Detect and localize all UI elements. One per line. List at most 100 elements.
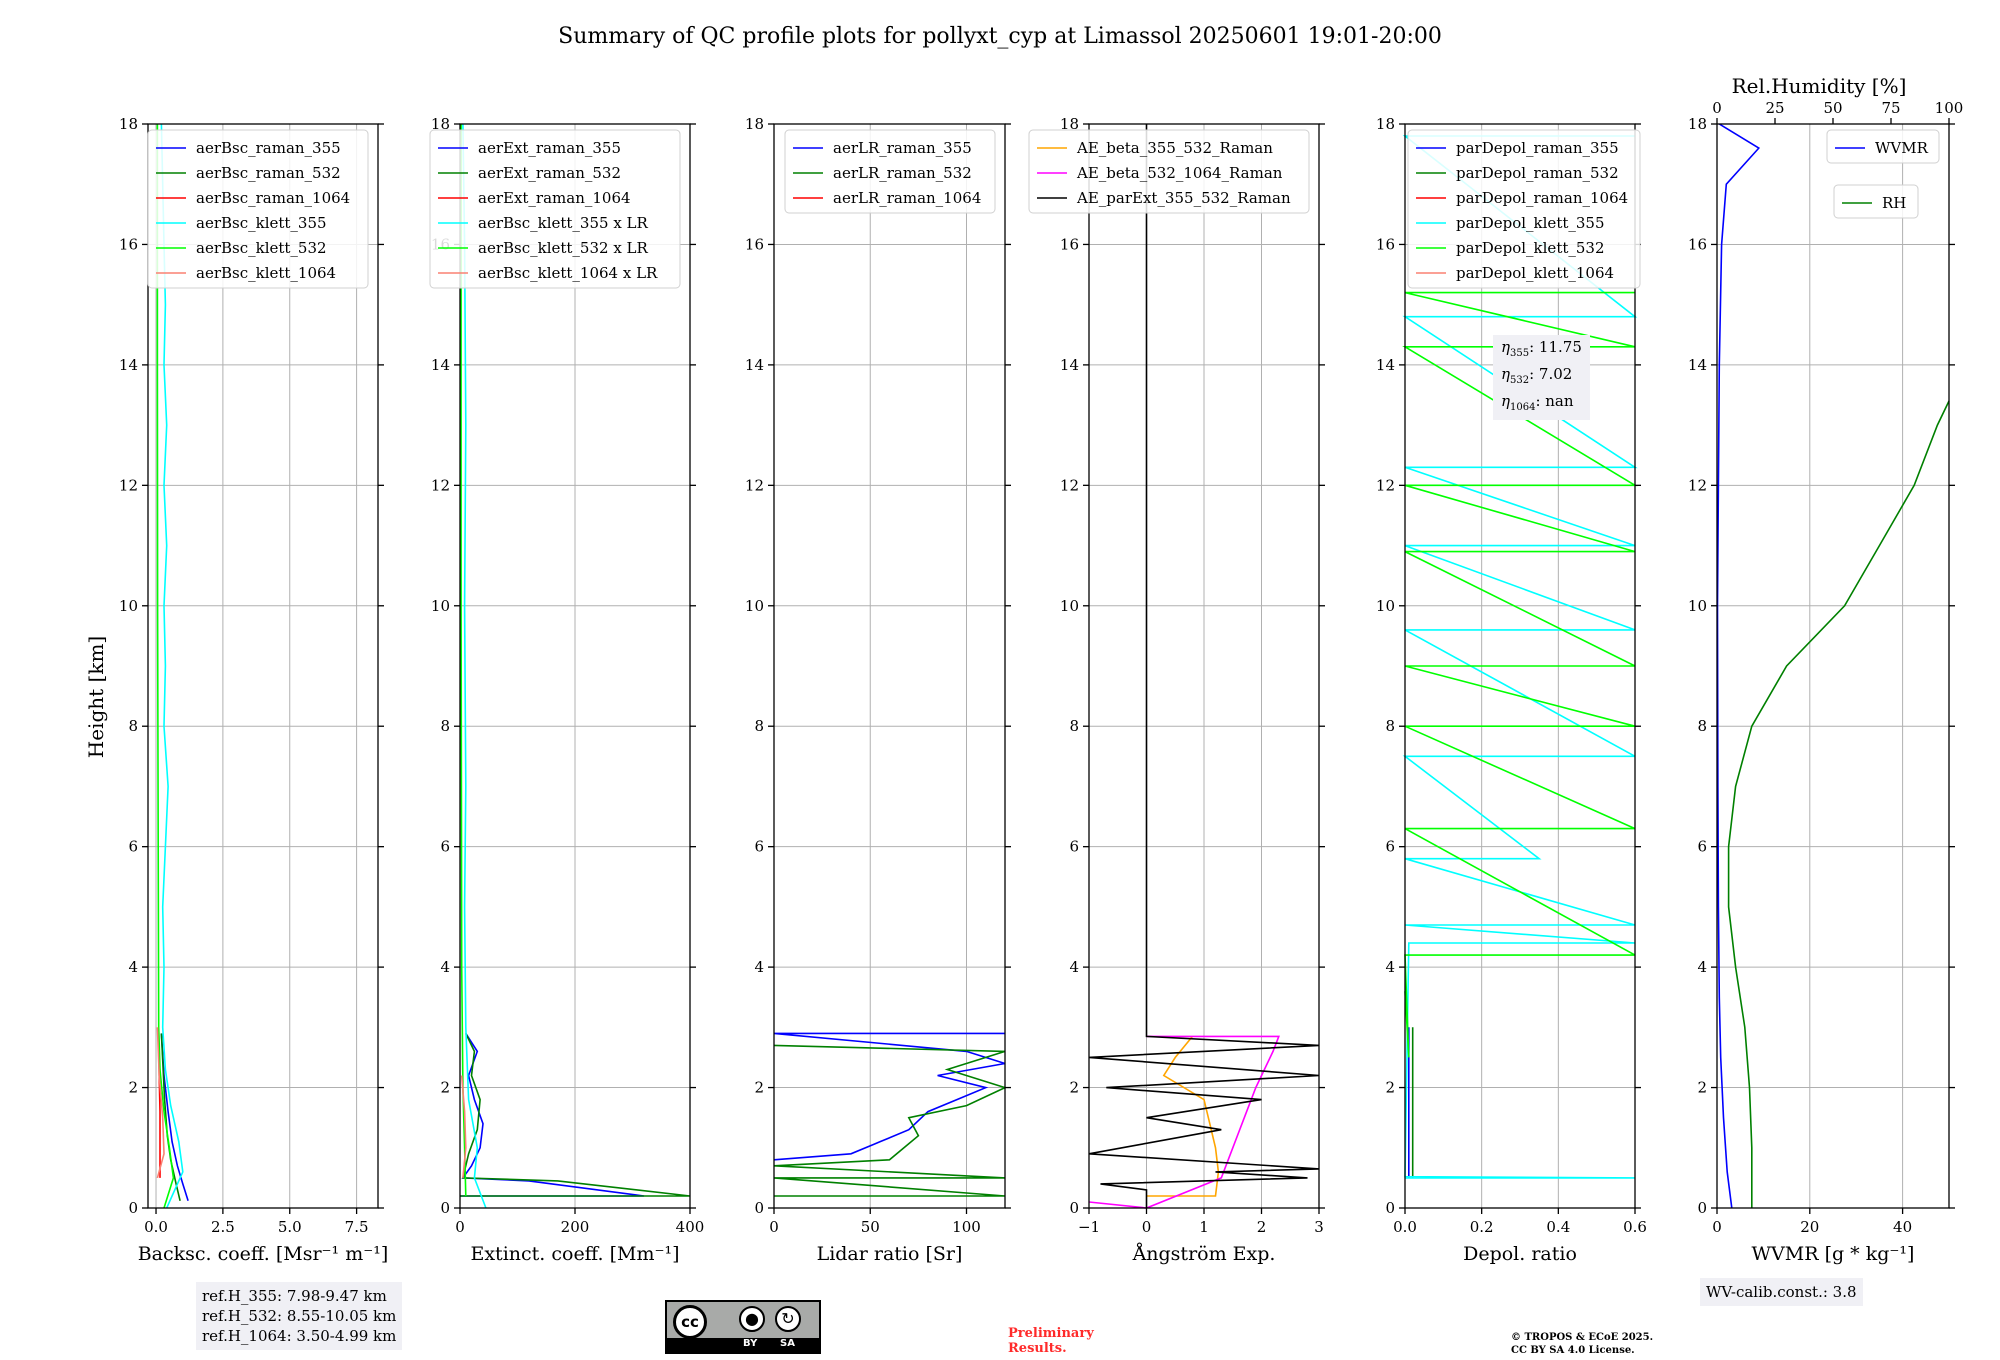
y-tick-label: 16: [119, 235, 138, 253]
x-tick-label: 400: [676, 1218, 705, 1236]
x-tick-label: 2.5: [211, 1218, 235, 1236]
y-tick-label: 2: [440, 1079, 450, 1097]
share-alike-icon: ↻: [775, 1306, 801, 1332]
y-tick-label: 0: [440, 1199, 450, 1217]
cc-license-badge: cc ● ↻ BY SA: [665, 1300, 821, 1354]
x-axis-label: WVMR [g * kg⁻¹]: [1752, 1243, 1915, 1265]
series-line-aerbsc-klett-355-x-lr: [462, 123, 487, 1209]
panel-water_vapor: 0 2 4 6 8 10 12 14 16 18 0 20 40 WVMR [g * kg⁻¹] 0 25 50…: [1688, 99, 1963, 1265]
y-tick-label: 10: [431, 597, 450, 615]
y-tick-label: 6: [1069, 838, 1079, 856]
series-line-aerbsc-klett-1064-x-lr: [460, 1075, 467, 1178]
series-line-aerbsc-klett-532: [156, 124, 175, 1209]
cc-logo-icon: cc: [673, 1305, 707, 1339]
x-tick-label: 0.6: [1623, 1218, 1647, 1236]
legend-box: [1826, 129, 1940, 164]
legend-entry: WVMR: [1875, 139, 1929, 157]
series-line-pardepol-klett-532: [1402, 291, 1638, 1058]
cc-badge-bar: BY SA: [667, 1338, 819, 1352]
x2-tick-label: 50: [1823, 99, 1842, 117]
x-tick-label: 0.4: [1546, 1218, 1570, 1236]
series-line-aerlr-raman-532: [773, 1044, 1008, 1197]
y-tick-label: 8: [440, 717, 450, 735]
legend-entry: aerBsc_raman_355: [196, 139, 341, 157]
legend: WVMR: [1826, 129, 1940, 164]
x-tick-label: 100: [952, 1218, 981, 1236]
y-tick-label: 6: [440, 838, 450, 856]
y-tick-label: 2: [1385, 1079, 1395, 1097]
eta-532-line: η532: 7.02: [1501, 365, 1573, 386]
legend-entry: parDepol_klett_355: [1456, 214, 1605, 232]
y-tick-label: 4: [754, 958, 764, 976]
y-tick-label: 16: [1688, 235, 1707, 253]
legend-box: [784, 129, 996, 214]
legend-entry: parDepol_raman_1064: [1456, 189, 1628, 207]
y-tick-label: 8: [1069, 717, 1079, 735]
y-tick-label: 10: [1376, 597, 1395, 615]
y-tick-label: 14: [1376, 356, 1395, 374]
x-tick-label: 20: [1800, 1218, 1819, 1236]
y-tick-label: 2: [1069, 1079, 1079, 1097]
y-tick-label: 18: [119, 115, 138, 133]
legend-entry: AE_beta_532_1064_Raman: [1076, 164, 1283, 182]
y-tick-label: 6: [754, 838, 764, 856]
series-line-rh: [1727, 400, 1950, 1208]
x-tick-label: 40: [1893, 1218, 1912, 1236]
x-axis-label: Depol. ratio: [1463, 1243, 1577, 1265]
series-line-wvmr: [1716, 123, 1761, 1209]
series-line-aerbsc-klett-355: [160, 123, 184, 1209]
series-line-aerlr-raman-355: [773, 1032, 1006, 1161]
legend-entry: parDepol_raman_355: [1456, 139, 1619, 157]
legend-entry: aerExt_raman_532: [478, 164, 621, 182]
x-tick-label: 0: [455, 1218, 465, 1236]
rh-axis-label: Rel.Humidity [%]: [1732, 74, 1907, 98]
series-line-aerext-raman-532: [460, 1033, 691, 1197]
legend-box: [1833, 184, 1919, 219]
y-tick-label: 18: [431, 115, 450, 133]
legend-entry: AE_parExt_355_532_Raman: [1076, 189, 1291, 207]
x2-tick-label: 100: [1935, 99, 1964, 117]
y-tick-label: 2: [1697, 1079, 1707, 1097]
x2-tick-label: 25: [1765, 99, 1784, 117]
legend: RH: [1833, 184, 1919, 219]
figure-title: Summary of QC profile plots for pollyxt_…: [558, 24, 1442, 49]
legend-entry: parDepol_klett_1064: [1456, 264, 1614, 282]
y-tick-label: 16: [745, 235, 764, 253]
y-tick-label: 0: [754, 1199, 764, 1217]
y-tick-label: 12: [745, 476, 764, 494]
x-tick-label: 50: [861, 1218, 880, 1236]
axes-frame: [773, 123, 1006, 1209]
y-tick-label: 8: [128, 717, 138, 735]
y-tick-label: 0: [1697, 1199, 1707, 1217]
legend-entry: aerExt_raman_1064: [478, 189, 631, 207]
axes-frame: [1716, 123, 1950, 1209]
panel-lidar_ratio: 0 2 4 6 8 10 12 14 16 18 0 50 100 Lidar ratio [Sr] aer…: [745, 115, 1011, 1265]
legend-entry: AE_beta_355_532_Raman: [1076, 139, 1273, 157]
legend: aerLR_raman_355 aerLR_raman_532 aerLR_rama…: [784, 129, 996, 214]
ref-height-1064: ref.H_1064: 3.50-4.99 km: [202, 1327, 397, 1345]
y-tick-label: 4: [440, 958, 450, 976]
x-axis-label: Backsc. coeff. [Msr⁻¹ m⁻¹]: [138, 1243, 389, 1265]
y-tick-label: 16: [1060, 235, 1079, 253]
x-tick-label: 5.0: [278, 1218, 302, 1236]
y-tick-label: 6: [1385, 838, 1395, 856]
y-axis-label: Height [km]: [84, 636, 108, 758]
x-tick-label: 200: [561, 1218, 590, 1236]
x2-tick-label: 0: [1712, 99, 1722, 117]
legend-entry: aerBsc_klett_532: [196, 239, 327, 257]
legend: parDepol_raman_355 parDepol_raman_532 parD…: [1407, 129, 1641, 289]
y-tick-label: 8: [1385, 717, 1395, 735]
y-tick-label: 12: [1060, 476, 1079, 494]
y-tick-label: 4: [1069, 958, 1079, 976]
legend-entry: aerBsc_raman_532: [196, 164, 341, 182]
y-tick-label: 2: [128, 1079, 138, 1097]
y-tick-label: 18: [1376, 115, 1395, 133]
wv-calibration-text: WV-calib.const.: 3.8: [1706, 1283, 1857, 1301]
x-tick-label: 0: [1142, 1218, 1152, 1236]
x-tick-label: 2: [1257, 1218, 1267, 1236]
x-axis-label: Ångström Exp.: [1132, 1243, 1276, 1265]
legend-entry: aerLR_raman_355: [833, 139, 972, 157]
y-tick-label: 10: [119, 597, 138, 615]
